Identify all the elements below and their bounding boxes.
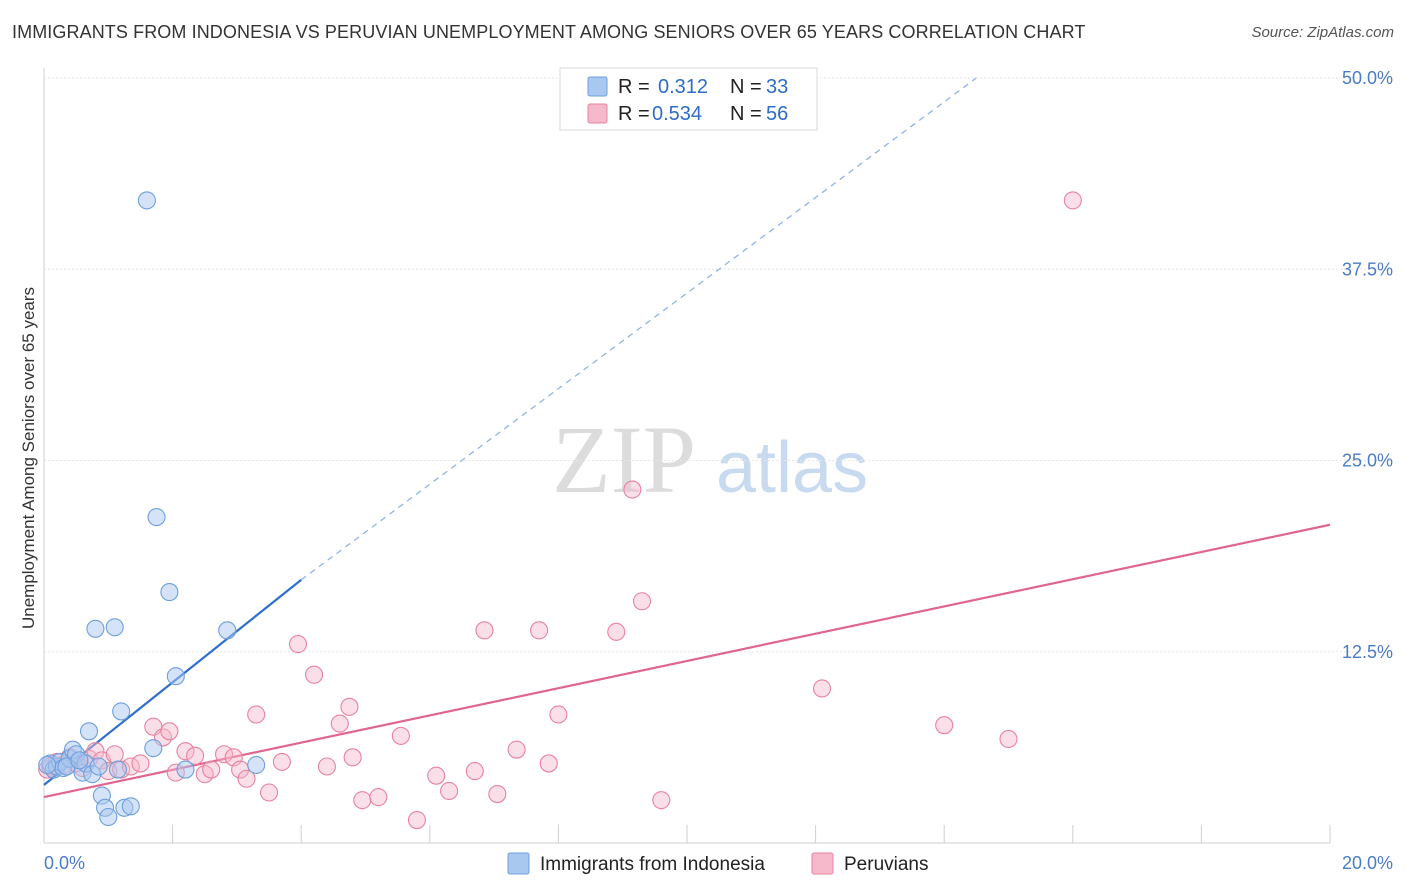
y-tick-label-2: 37.5% [1342, 259, 1393, 279]
legend-n-label-2: N = [730, 103, 762, 125]
point-indonesia-27 [176, 760, 195, 779]
point-peruvians-33 [330, 714, 349, 733]
legend-n-value-2: 56 [766, 103, 788, 125]
legend-n-label-1: N = [730, 76, 762, 98]
bottom-legend: Immigrants from Indonesia Peruvians [507, 852, 929, 875]
point-indonesia-10 [79, 722, 99, 741]
watermark-atlas: atlas [716, 428, 868, 508]
point-indonesia-22 [137, 191, 156, 210]
point-peruvians-22 [202, 760, 221, 779]
point-peruvians-31 [305, 665, 324, 684]
trend-line-indonesia-extension [300, 77, 977, 581]
point-peruvians-19 [176, 742, 195, 761]
bottom-legend-label-1: Immigrants from Indonesia [540, 854, 765, 875]
point-peruvians-29 [272, 752, 291, 771]
point-indonesia-32 [70, 751, 89, 770]
point-peruvians-38 [391, 726, 410, 745]
point-peruvians-34 [340, 697, 359, 716]
gridlines [44, 77, 1392, 653]
point-peruvians-37 [369, 788, 388, 807]
x-tick-label-0: 0.0% [44, 853, 85, 873]
point-peruvians-41 [440, 781, 459, 801]
point-peruvians-48 [549, 705, 568, 724]
y-axis-label: Unemployment Among Seniors over 65 years [19, 287, 38, 629]
source-credit: Source: ZipAtlas.com [1251, 24, 1394, 41]
legend-r-label-1: R = [618, 76, 650, 98]
point-peruvians-40 [427, 766, 446, 785]
point-peruvians-49 [607, 622, 626, 641]
point-peruvians-55 [999, 729, 1018, 749]
point-peruvians-28 [259, 783, 279, 802]
point-peruvians-56 [1063, 191, 1082, 210]
point-indonesia-24 [147, 508, 166, 527]
point-peruvians-17 [160, 722, 179, 741]
chart-title: IMMIGRANTS FROM INDONESIA VS PERUVIAN UN… [12, 22, 1086, 42]
legend-box: R = 0.312 N = 33 R = 0.534 N = 56 [559, 67, 818, 131]
point-peruvians-46 [530, 621, 549, 640]
legend-r-value-2: 0.534 [652, 103, 702, 125]
y-tick-label-1: 25.0% [1342, 451, 1393, 471]
point-peruvians-26 [237, 769, 256, 788]
point-peruvians-42 [465, 762, 484, 781]
point-indonesia-29 [247, 755, 266, 775]
point-peruvians-27 [247, 705, 266, 724]
point-peruvians-32 [317, 757, 336, 776]
legend-swatch-pink [587, 103, 608, 124]
point-peruvians-36 [353, 791, 372, 810]
data-points [38, 191, 1082, 830]
legend-r-value-1: 0.312 [658, 76, 708, 98]
point-peruvians-23 [214, 745, 234, 764]
bottom-legend-label-2: Peruvians [844, 854, 929, 875]
point-peruvians-52 [652, 791, 671, 810]
point-indonesia-19 [112, 702, 131, 721]
point-peruvians-47 [539, 754, 558, 773]
point-indonesia-12 [86, 619, 105, 638]
point-indonesia-16 [99, 807, 118, 827]
point-peruvians-39 [407, 810, 426, 830]
point-indonesia-30 [38, 755, 57, 775]
point-peruvians-20 [186, 746, 205, 765]
legend-r-label-2: R = [618, 103, 650, 125]
point-peruvians-50 [632, 592, 652, 611]
point-indonesia-25 [160, 583, 179, 602]
point-indonesia-28 [218, 621, 237, 640]
tick-labels: 12.5% 25.0% 37.5% 50.0% 0.0% 20.0% [44, 68, 1393, 873]
bottom-legend-swatch-blue [507, 852, 530, 875]
point-peruvians-14 [131, 754, 150, 773]
point-indonesia-23 [144, 739, 163, 758]
point-indonesia-13 [89, 757, 108, 776]
point-peruvians-54 [935, 716, 954, 735]
point-peruvians-11 [105, 745, 124, 764]
axes [43, 68, 1331, 844]
point-indonesia-18 [108, 760, 127, 779]
y-tick-label-0: 12.5% [1342, 642, 1393, 662]
point-peruvians-43 [475, 621, 494, 640]
point-peruvians-53 [812, 679, 832, 698]
y-tick-label-3: 50.0% [1342, 68, 1393, 88]
point-peruvians-35 [343, 748, 362, 767]
point-peruvians-44 [488, 784, 507, 804]
point-peruvians-45 [507, 740, 526, 759]
point-peruvians-30 [288, 635, 308, 654]
watermark-zip: ZIP [552, 406, 696, 513]
point-peruvians-51 [623, 480, 642, 499]
x-tick-label-1: 20.0% [1342, 853, 1393, 873]
point-indonesia-21 [121, 797, 140, 816]
trend-line-peruvians [43, 523, 1331, 799]
bottom-legend-swatch-pink [811, 852, 834, 875]
point-indonesia-26 [166, 667, 185, 686]
legend-swatch-blue [587, 76, 608, 97]
point-indonesia-17 [105, 618, 124, 637]
point-peruvians-21 [195, 765, 214, 784]
legend-n-value-1: 33 [766, 76, 788, 98]
